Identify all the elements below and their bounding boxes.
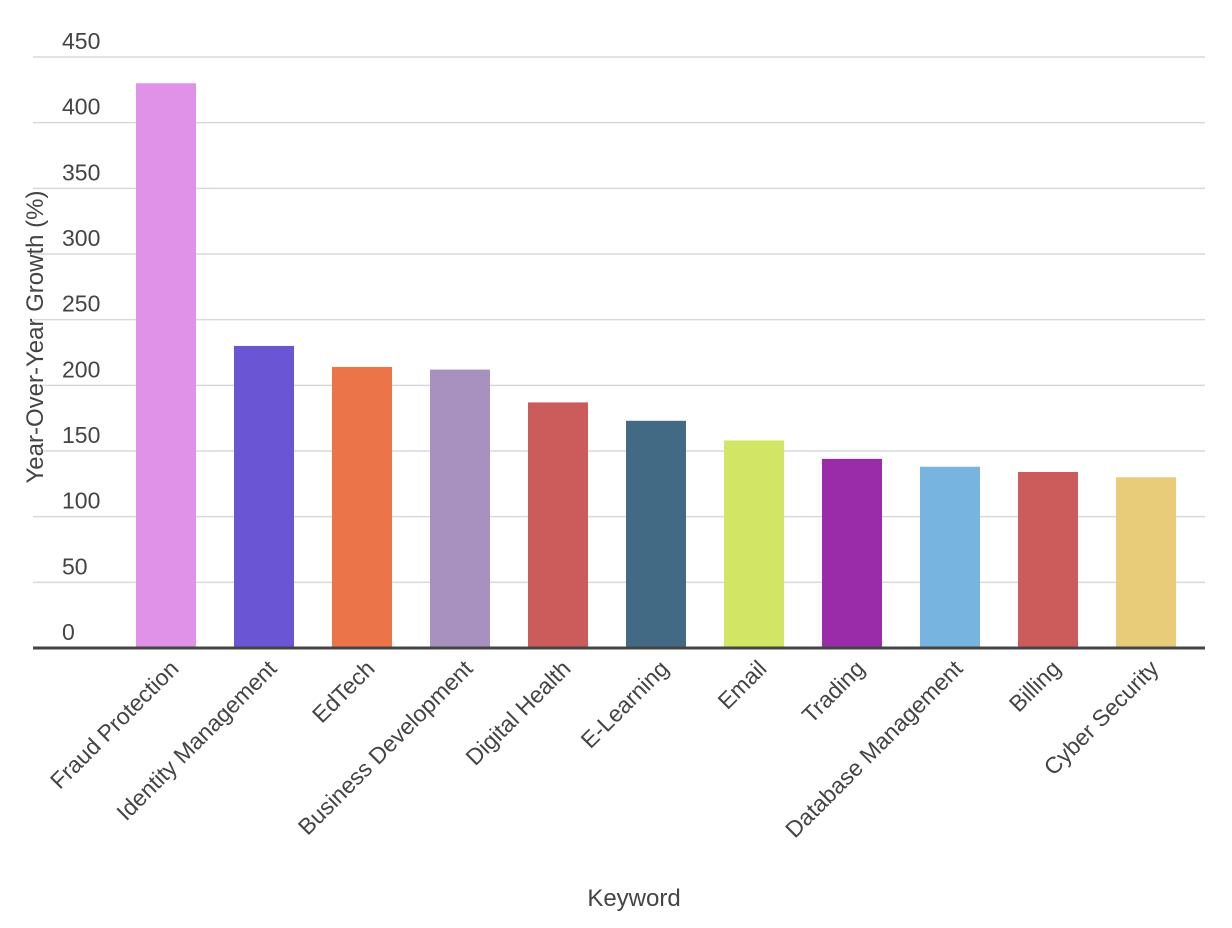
bars [136,83,1176,649]
x-tick-label: Identity Management [111,655,282,826]
x-tick-label: EdTech [307,655,380,728]
x-tick-label: Database Management [780,655,968,843]
bar [234,345,294,648]
bar [724,440,784,648]
x-tick-label: Trading [797,655,870,728]
x-tick-label: Business Development [293,655,478,840]
y-tick-label: 150 [62,422,100,448]
y-tick-label: 450 [62,28,100,54]
bar [1116,477,1176,648]
bar [822,458,882,648]
x-axis-title: Keyword [587,885,680,912]
bar [920,466,980,648]
y-tick-label: 400 [62,94,100,120]
y-tick-label: 250 [62,291,100,317]
x-tick-label: Email [712,655,771,714]
y-tick-labels: 0 50 100 150 200 250 300 350 400 450 [62,28,100,645]
y-tick-label: 0 [62,619,75,645]
y-tick-label: 350 [62,159,100,185]
bar [430,369,490,648]
y-tick-label: 200 [62,356,100,382]
x-tick-label: Digital Health [460,655,575,770]
x-tick-label: Billing [1004,655,1066,717]
bar [136,83,196,649]
bar [626,420,686,648]
y-tick-label: 100 [62,488,100,514]
y-tick-label: 300 [62,225,100,251]
x-tick-label: E-Learning [576,655,674,753]
bar [332,366,392,648]
y-tick-label: 50 [62,553,88,579]
gridlines [33,56,1205,584]
bar [1018,472,1078,648]
bar [528,402,588,648]
y-axis-title: Year-Over-Year Growth (%) [22,191,49,484]
